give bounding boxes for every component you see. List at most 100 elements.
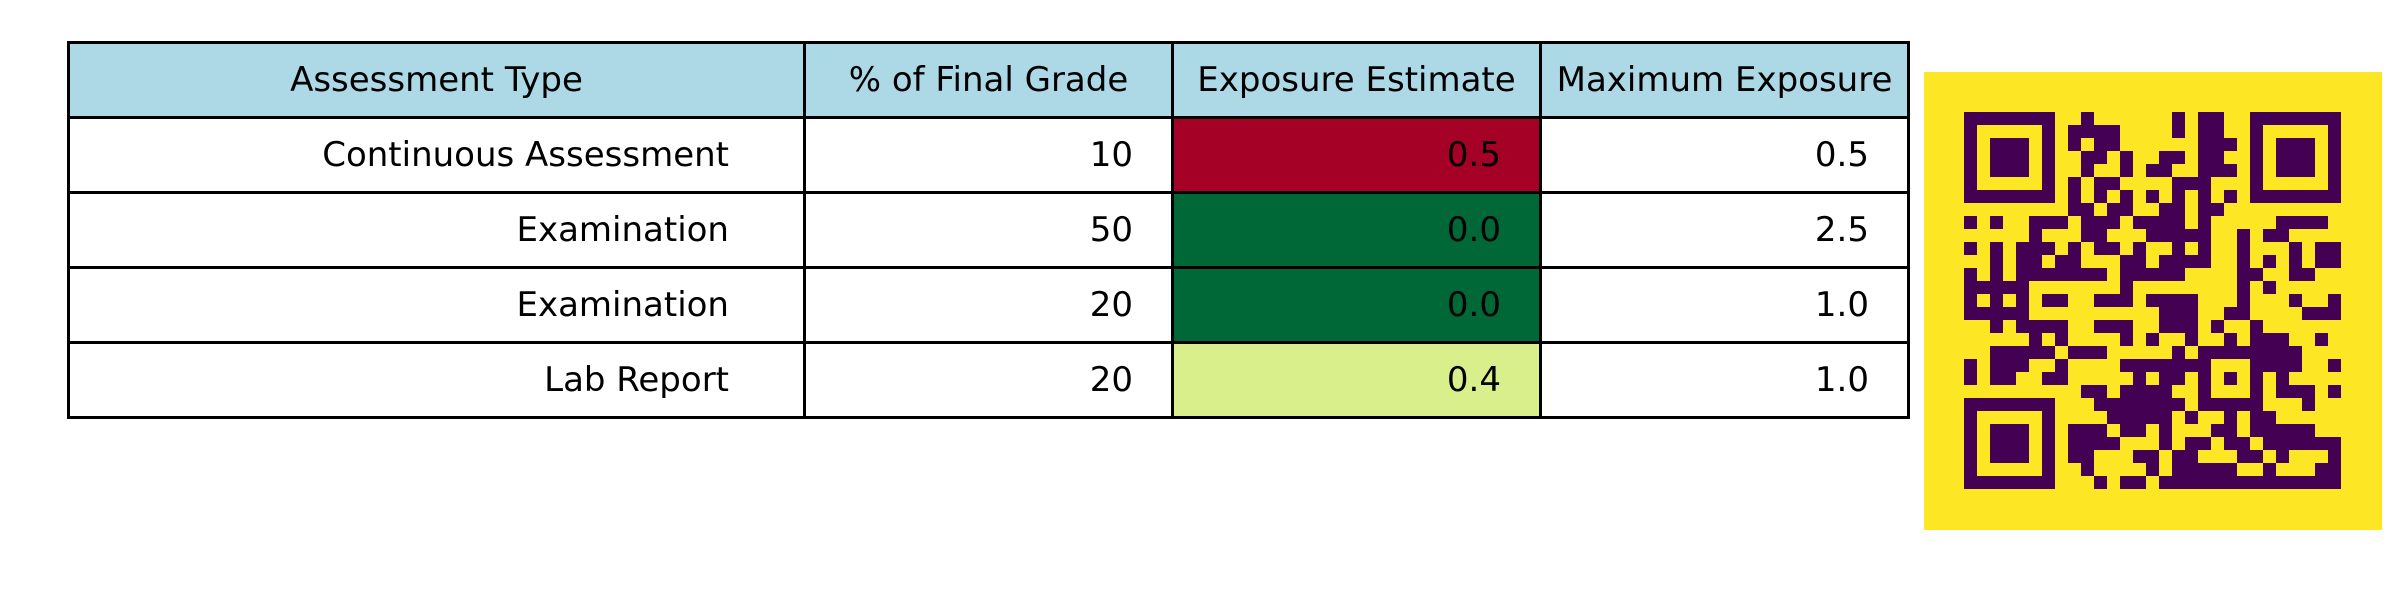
- qr-module: [2263, 346, 2276, 359]
- qr-module: [2107, 437, 2120, 450]
- qr-module: [2016, 359, 2029, 372]
- qr-module: [2016, 320, 2029, 333]
- qr-module: [2198, 203, 2211, 216]
- qr-module: [2159, 164, 2172, 177]
- qr-module: [2094, 476, 2107, 489]
- qr-module: [2159, 320, 2172, 333]
- qr-module: [2094, 190, 2107, 203]
- column-header-percent-final-grade: % of Final Grade: [803, 41, 1174, 119]
- qr-module: [2029, 320, 2042, 333]
- qr-module: [1964, 294, 1977, 307]
- qr-module: [2198, 463, 2211, 476]
- qr-module: [2146, 164, 2159, 177]
- qr-module: [2146, 294, 2159, 307]
- qr-alignment-center: [2224, 372, 2237, 385]
- qr-module: [2172, 372, 2185, 385]
- qr-module: [2081, 164, 2094, 177]
- qr-module: [2081, 437, 2094, 450]
- qr-module: [2289, 216, 2302, 229]
- qr-module: [2029, 242, 2042, 255]
- qr-module: [2302, 476, 2315, 489]
- qr-code-icon: [1924, 72, 2382, 530]
- qr-module: [2107, 320, 2120, 333]
- table-row: Continuous Assessment 10 0.5 0.5: [67, 116, 1910, 194]
- qr-module: [2237, 255, 2250, 268]
- qr-module: [2133, 372, 2146, 385]
- column-header-assessment-type: Assessment Type: [67, 41, 806, 119]
- qr-module: [2185, 229, 2198, 242]
- qr-module: [2276, 333, 2289, 346]
- qr-module: [2276, 424, 2289, 437]
- qr-module: [2068, 177, 2081, 190]
- qr-module: [1990, 242, 2003, 255]
- qr-module: [2211, 112, 2224, 125]
- qr-module: [2081, 112, 2094, 125]
- qr-module: [2237, 437, 2250, 450]
- qr-module: [2107, 216, 2120, 229]
- qr-module: [2068, 268, 2081, 281]
- qr-module: [2055, 216, 2068, 229]
- qr-module: [2328, 294, 2341, 307]
- qr-module: [2159, 268, 2172, 281]
- qr-module: [2237, 242, 2250, 255]
- qr-module: [1990, 320, 2003, 333]
- qr-module: [1990, 307, 2003, 320]
- qr-module: [2055, 320, 2068, 333]
- qr-module: [2029, 255, 2042, 268]
- qr-module: [2263, 333, 2276, 346]
- qr-module: [2211, 320, 2224, 333]
- qr-module: [2068, 203, 2081, 216]
- qr-module: [1977, 307, 1990, 320]
- qr-module: [1964, 307, 1977, 320]
- qr-module: [2159, 411, 2172, 424]
- qr-module: [2289, 268, 2302, 281]
- qr-module: [2081, 125, 2094, 138]
- qr-module: [2120, 385, 2133, 398]
- qr-module: [2328, 242, 2341, 255]
- qr-module: [2068, 346, 2081, 359]
- qr-module: [2224, 476, 2237, 489]
- qr-module: [2172, 190, 2185, 203]
- qr-module: [2029, 229, 2042, 242]
- qr-module: [2198, 177, 2211, 190]
- qr-module: [2276, 476, 2289, 489]
- qr-module: [2211, 203, 2224, 216]
- cell-assessment-type: Examination: [67, 191, 806, 269]
- qr-module: [2107, 125, 2120, 138]
- qr-module: [2185, 320, 2198, 333]
- qr-module: [2263, 229, 2276, 242]
- cell-maximum-exposure: 1.0: [1539, 341, 1910, 419]
- qr-module: [2224, 424, 2237, 437]
- qr-module: [2172, 242, 2185, 255]
- qr-module: [2055, 372, 2068, 385]
- qr-module: [2172, 346, 2185, 359]
- qr-module: [2185, 476, 2198, 489]
- qr-module: [2120, 359, 2133, 372]
- qr-module: [2107, 398, 2120, 411]
- qr-module: [2120, 151, 2133, 164]
- qr-module: [1990, 268, 2003, 281]
- qr-module: [2276, 372, 2289, 385]
- qr-module: [2172, 476, 2185, 489]
- qr-module: [2159, 437, 2172, 450]
- qr-module: [2120, 294, 2133, 307]
- qr-module: [2302, 437, 2315, 450]
- column-header-exposure-estimate: Exposure Estimate: [1171, 41, 1542, 119]
- qr-module: [2315, 437, 2328, 450]
- qr-module: [2185, 411, 2198, 424]
- qr-module: [2276, 359, 2289, 372]
- qr-module: [2185, 450, 2198, 463]
- qr-module: [2159, 203, 2172, 216]
- qr-module: [2042, 294, 2055, 307]
- qr-module: [2016, 281, 2029, 294]
- qr-code-graphic: [1924, 72, 2382, 530]
- qr-module: [1990, 216, 2003, 229]
- qr-module: [2081, 424, 2094, 437]
- qr-module: [2289, 346, 2302, 359]
- qr-module: [2289, 385, 2302, 398]
- qr-module: [2237, 229, 2250, 242]
- qr-module: [2055, 359, 2068, 372]
- qr-module: [2133, 476, 2146, 489]
- qr-module: [2185, 463, 2198, 476]
- qr-module: [2159, 307, 2172, 320]
